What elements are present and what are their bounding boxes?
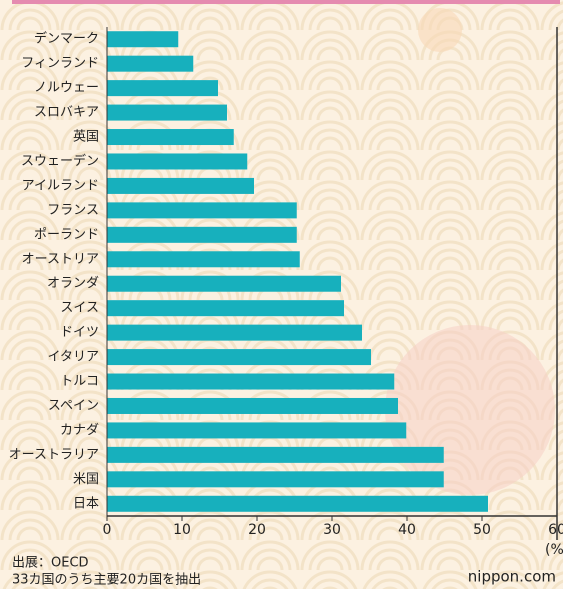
top-rule [12, 0, 560, 4]
bar [107, 349, 371, 366]
x-tick-label: 50 [473, 522, 491, 538]
y-tick-label: トルコ [60, 374, 99, 389]
x-tick-label: 30 [323, 522, 341, 538]
bar [107, 300, 344, 317]
y-tick-label: ドイツ [60, 325, 99, 340]
y-tick-label: デンマーク [34, 31, 99, 47]
x-unit: (%) [545, 542, 563, 558]
y-tick-label: オーストリア [22, 252, 99, 267]
bar [107, 446, 444, 463]
y-tick-label: スウェーデン [21, 153, 99, 169]
x-tick-label: 20 [248, 522, 266, 538]
y-tick-label: オランダ [47, 276, 99, 291]
y-tick-label: スロバキア [34, 105, 99, 120]
bar [107, 324, 362, 341]
y-tick-label: フランス [47, 203, 99, 218]
y-tick-label: 日本 [73, 496, 99, 511]
bar [107, 202, 297, 219]
bar [107, 80, 218, 97]
bar [107, 55, 194, 72]
y-tick-label: ノルウェー [34, 81, 99, 96]
bar [107, 495, 488, 512]
flower-decoration [418, 8, 462, 52]
y-tick-label: 英国 [73, 130, 99, 145]
bar [107, 104, 227, 121]
x-tick-label: 0 [103, 522, 112, 538]
bar [107, 129, 234, 146]
bar [107, 373, 395, 390]
bar [107, 31, 179, 48]
bar [107, 226, 297, 243]
x-tick-label: 40 [398, 522, 416, 538]
y-tick-label: ポーランド [34, 227, 99, 242]
bar [107, 422, 407, 439]
y-tick-label: スイス [60, 301, 99, 316]
y-tick-label: カナダ [60, 423, 99, 438]
y-tick-label: フィンランド [21, 56, 99, 71]
y-tick-label: アイルランド [22, 178, 99, 193]
y-tick-label: イタリア [48, 350, 99, 365]
source: 出展：OECD [12, 556, 89, 571]
x-tick-label: 60 [548, 522, 563, 538]
brand: nippon.com [468, 568, 556, 586]
y-tick-label: スペイン [48, 398, 99, 413]
bar [107, 251, 300, 268]
note: 33カ国のうち主要20カ国を抽出 [12, 573, 201, 588]
bar [107, 275, 341, 292]
bar [107, 471, 444, 488]
bar [107, 153, 248, 170]
bar [107, 177, 254, 194]
x-tick-label: 10 [173, 522, 191, 538]
bar [107, 397, 398, 414]
flower-decoration [385, 325, 555, 495]
plot: 0 10 20 30 40 50 60 (%) デンマークフィンランドノルウェースロバキア英国ス… [9, 27, 563, 558]
y-tick-label: オーストラリア [9, 447, 99, 462]
y-tick-label: 米国 [73, 472, 99, 487]
